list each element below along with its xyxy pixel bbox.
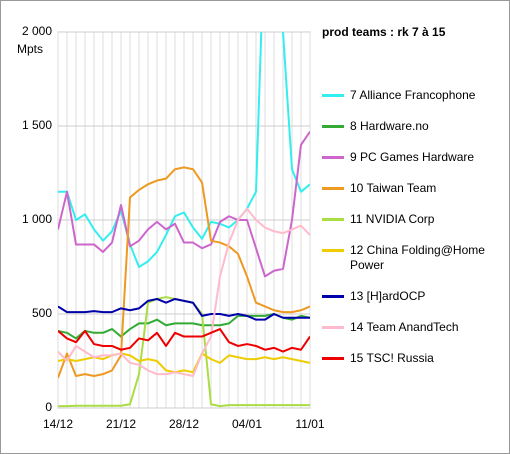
legend-title: prod teams : rk 7 à 15 (322, 25, 446, 39)
y-tick-label: 1 000 (22, 212, 52, 226)
legend-swatch (322, 295, 344, 298)
labels: 14/12 21/12 28/12 04/01 11/01 0 500 1 000 1 500 2… (22, 24, 325, 431)
grid (57, 31, 311, 409)
legend-label: 10 Taiwan Team (350, 181, 437, 195)
legend-label: 11 NVIDIA Corp (350, 212, 435, 226)
series-line (58, 207, 310, 378)
y-tick-label: 0 (45, 400, 52, 414)
legend-label: 15 TSC! Russia (350, 351, 434, 365)
legend-item: 14 Team AnandTech (322, 320, 506, 351)
legend-item: 7 Alliance Francophone (322, 88, 506, 119)
series-line (58, 328, 310, 353)
y-tick-label: 1 500 (22, 118, 52, 132)
legend-swatch (322, 218, 344, 221)
x-tick-label: 21/12 (106, 417, 136, 431)
legend-item: 15 TSC! Russia (322, 351, 506, 382)
legend-item: 13 [H]ardOCP (322, 289, 506, 320)
y-tick-label: 500 (32, 306, 52, 320)
legend-item: 8 Hardware.no (322, 119, 506, 150)
legend-swatch (322, 156, 344, 159)
x-tick-label: 11/01 (295, 417, 324, 431)
legend-label: 13 [H]ardOCP (350, 289, 426, 303)
legend-item: 9 PC Games Hardware (322, 150, 506, 181)
lines (58, 32, 310, 408)
legend: prod teams : rk 7 à 15 7 Alliance Franco… (322, 24, 506, 382)
series-line (58, 313, 310, 340)
series-line (58, 131, 310, 278)
y-axis-label: Mpts (17, 42, 43, 56)
legend-label: 14 Team AnandTech (350, 320, 459, 334)
legend-label: 12 China Folding@Home Power (350, 243, 485, 272)
y-tick-label: 2 000 (22, 24, 52, 38)
legend-swatch (322, 326, 344, 329)
legend-item: 11 NVIDIA Corp (322, 212, 506, 243)
legend-swatch (322, 94, 344, 97)
series-line (58, 297, 310, 321)
legend-item: 10 Taiwan Team (322, 181, 506, 212)
legend-label: 8 Hardware.no (350, 119, 429, 133)
legend-swatch (322, 187, 344, 190)
legend-label: 9 PC Games Hardware (350, 150, 475, 164)
legend-swatch (322, 357, 344, 360)
legend-swatch (322, 125, 344, 128)
legend-label: 7 Alliance Francophone (350, 88, 476, 102)
series-line (58, 32, 310, 268)
legend-item: 12 China Folding@Home Power (322, 243, 506, 289)
x-tick-label: 04/01 (232, 417, 262, 431)
series-line (58, 166, 310, 379)
series-line (58, 352, 310, 374)
x-tick-label: 28/12 (169, 417, 199, 431)
x-tick-label: 14/12 (43, 417, 73, 431)
legend-swatch (322, 249, 344, 252)
